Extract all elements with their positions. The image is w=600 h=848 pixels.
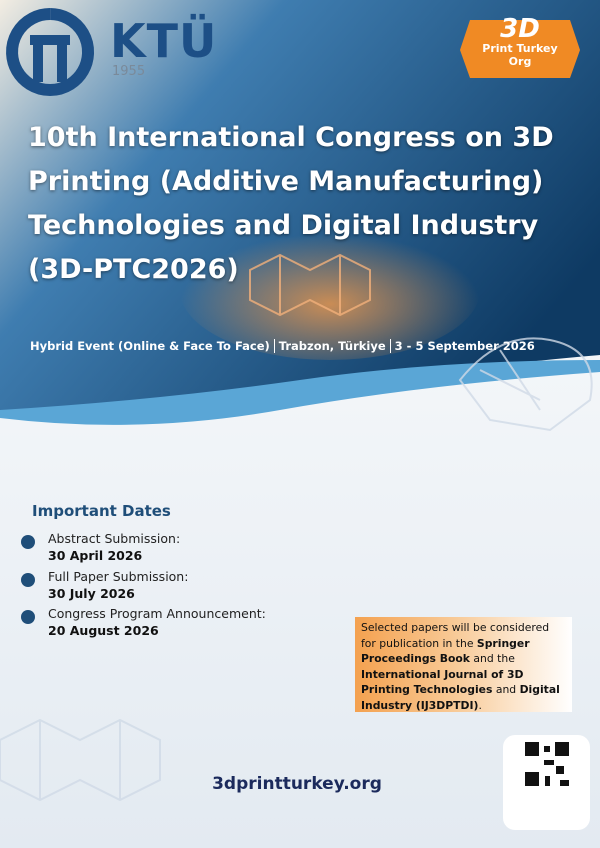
note-text: Digital Industry (IJ3DPTDI) [361,683,560,712]
partner-name: Print Turkey Org [482,42,558,68]
title: 10th International Congress on 3D Printi… [28,122,554,285]
date-value: 30 April 2026 [48,548,143,563]
university-logo [6,8,95,96]
lattice [249,253,371,317]
lattice [0,337,593,802]
note-text: International Journal of 3D Printing Tec… [361,667,524,697]
note-text: and [492,683,520,696]
subtitle-part: Hybrid Event (Online & Face To Face) [30,339,270,353]
note-text: . [478,698,482,712]
glow [180,220,480,360]
subtitle-part: Trabzon, Türkiye [273,339,390,353]
website: 3dprintturkey.org [212,774,382,794]
date-value: 30 July 2026 [48,586,135,601]
university-year: 1955 [112,64,146,79]
date-icons [21,535,35,624]
note: Selected papers will be considered for p… [355,617,572,712]
university-name: KTÜ [110,14,218,68]
note-text: Selected papers will be considered for p… [361,621,550,650]
note-text: Springer Proceedings Book [361,636,530,666]
qr-code [525,742,569,786]
partner-mark: 3D [500,14,540,44]
wave [0,360,600,425]
university-logo [30,35,70,82]
date-label: Abstract Submission: [48,531,181,546]
subtitle: Hybrid Event (Online & Face To Face) Trab… [30,339,539,353]
dates-heading: Important Dates [32,502,171,520]
note-text: and the [469,652,515,665]
partner-logo [460,20,580,78]
date-label: Full Paper Submission: [48,569,189,584]
date-value: 20 August 2026 [48,623,159,638]
subtitle-part: 3 - 5 September 2026 [389,339,539,353]
date-label: Congress Program Announcement: [48,606,266,621]
